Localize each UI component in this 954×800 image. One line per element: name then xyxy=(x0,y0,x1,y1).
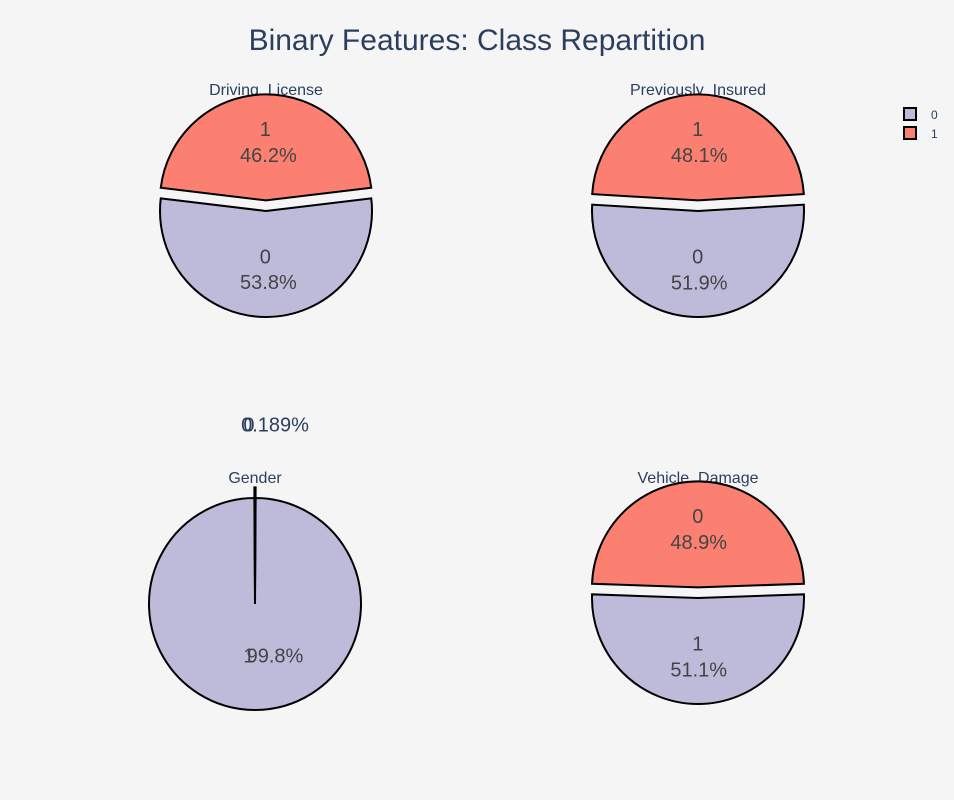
legend-label-0: 0 xyxy=(931,108,938,122)
slice-percent-label: 99.8% xyxy=(247,645,304,667)
legend-item-0[interactable]: 0 xyxy=(903,107,938,122)
slice-percent-label: 48.1% xyxy=(671,145,728,167)
chart-title: Binary Features: Class Repartition xyxy=(249,24,706,57)
slice-percent-label: 51.9% xyxy=(671,272,728,294)
pie-vehicle-damage: Vehicle_Damage 1 51.1% 0 48.9% xyxy=(589,470,808,708)
pie-slice-0[interactable] xyxy=(253,486,257,594)
legend-label-1: 1 xyxy=(931,127,938,141)
slice-category-label: 1 xyxy=(692,633,703,655)
pie-gender: Gender 199.8% 00.189% xyxy=(148,414,362,711)
slice-category-label: 0 xyxy=(692,246,703,268)
slice-category-label: 1 xyxy=(243,645,254,667)
legend-swatch-1 xyxy=(903,126,917,140)
slice-category-label: 0 xyxy=(692,506,703,528)
pie-slice-0[interactable] xyxy=(589,478,805,591)
legend-item-1[interactable]: 1 xyxy=(903,126,938,141)
subplot-title: Driving_License xyxy=(209,82,323,99)
pie-charts: Driving_License 0 53.8% 1 46.2% Previously_In… xyxy=(148,82,810,711)
slice-percent-label: 46.2% xyxy=(240,145,297,167)
slice-percent-label: 51.1% xyxy=(670,659,727,681)
subplot-title: Previously_Insured xyxy=(630,82,766,99)
legend: 0 1 xyxy=(903,107,938,141)
pie-previously-insured: Previously_Insured 0 51.9% 1 48.1% xyxy=(587,82,810,323)
pie-driving-license: Driving_License 0 53.8% 1 46.2% xyxy=(151,82,384,328)
pie-slice-0[interactable] xyxy=(591,192,810,323)
pie-slice-1[interactable] xyxy=(148,496,362,711)
slice-category-label: 0 xyxy=(243,414,254,436)
pie-slice-1[interactable] xyxy=(591,587,808,708)
pie-slice-1[interactable] xyxy=(151,83,373,213)
pie-slice-0[interactable] xyxy=(158,173,384,328)
slice-percent-label: 53.8% xyxy=(240,272,297,294)
slice-category-label: 1 xyxy=(692,119,703,141)
subplot-title: Vehicle_Damage xyxy=(638,470,759,487)
slice-percent-label: 48.9% xyxy=(670,532,727,554)
slice-percent-label: 0.189% xyxy=(241,415,309,437)
slice-category-label: 1 xyxy=(260,119,271,141)
pie-slice-1[interactable] xyxy=(587,88,805,206)
subplot-title: Gender xyxy=(228,470,282,487)
slice-category-label: 0 xyxy=(260,246,271,268)
legend-swatch-0 xyxy=(903,107,917,121)
